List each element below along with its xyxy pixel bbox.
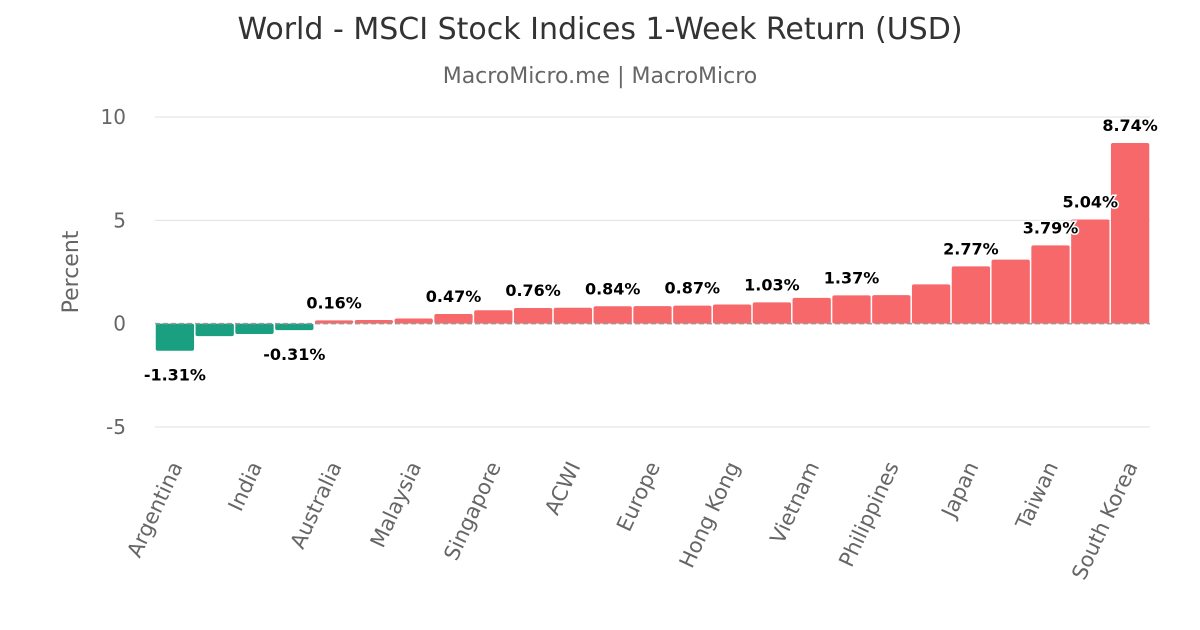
bar (434, 313, 473, 324)
bar (474, 310, 513, 324)
data-label: -0.31% (263, 345, 325, 364)
data-labels: -1.31% -0.31% 0.16% 0.47% 0.76% 0.84% 0.87% 1.0… (142, 115, 1159, 387)
bar (832, 295, 871, 324)
x-tick-label: Singapore (439, 458, 506, 564)
data-label: 0.84% (585, 279, 641, 298)
bar (633, 306, 672, 324)
data-label: 0.47% (426, 287, 482, 306)
x-tick-label: Malaysia (366, 458, 427, 551)
y-tick-label: 5 (113, 208, 126, 232)
y-axis-title: Percent (59, 230, 84, 313)
bars (155, 143, 1150, 351)
data-label: 5.04% (1063, 193, 1119, 212)
bar (155, 323, 195, 351)
data-label: 0.87% (665, 279, 721, 298)
data-label: 2.77% (943, 239, 999, 258)
y-tick-label: 0 (113, 312, 126, 336)
x-tick-label: Taiwan (1011, 458, 1063, 534)
x-tick-label: South Korea (1067, 458, 1143, 583)
y-axis-ticks: -5 0 5 10 (101, 105, 126, 439)
bar (1071, 219, 1110, 324)
x-tick-label: India (223, 458, 267, 515)
x-axis-labels: Argentina India Australia Malaysia Singapore… (122, 458, 1142, 583)
bar (872, 295, 911, 324)
grid-lines (155, 116, 1150, 428)
data-label: 3.79% (1023, 218, 1079, 237)
bar (951, 266, 991, 324)
x-tick-label: Europe (612, 458, 665, 535)
data-label: 1.03% (744, 275, 800, 294)
bar (991, 259, 1030, 324)
bar (394, 318, 433, 324)
x-tick-label: Hong Kong (675, 458, 745, 572)
bar (792, 297, 831, 324)
x-tick-label: ACWI (540, 458, 585, 519)
bar (673, 305, 712, 324)
bar (752, 302, 792, 324)
bar (911, 284, 951, 324)
bar (513, 307, 553, 324)
x-tick-label: Australia (286, 458, 347, 552)
bar (314, 320, 354, 324)
x-tick-label: Japan (936, 458, 983, 523)
bar (235, 323, 274, 334)
y-tick-label: 10 (101, 105, 126, 129)
data-label: 8.74% (1102, 116, 1158, 135)
data-label: 0.16% (306, 293, 362, 312)
bar (195, 323, 234, 337)
data-label: 0.76% (505, 281, 561, 300)
bar (593, 306, 632, 324)
bar (712, 304, 752, 324)
bar (354, 319, 394, 324)
bar (1110, 143, 1150, 324)
x-tick-label: Philippines (834, 458, 904, 571)
bar (275, 323, 314, 331)
chart-subtitle: MacroMicro.me | MacroMicro (442, 64, 758, 89)
y-tick-label: -5 (106, 415, 126, 439)
bar (1031, 245, 1070, 324)
data-label: 1.37% (824, 268, 880, 287)
data-label: -1.31% (144, 366, 206, 385)
x-tick-label: Argentina (122, 458, 187, 561)
chart-title: World - MSCI Stock Indices 1-Week Return… (237, 12, 963, 47)
bar (553, 307, 593, 324)
x-tick-label: Vietnam (765, 458, 824, 547)
